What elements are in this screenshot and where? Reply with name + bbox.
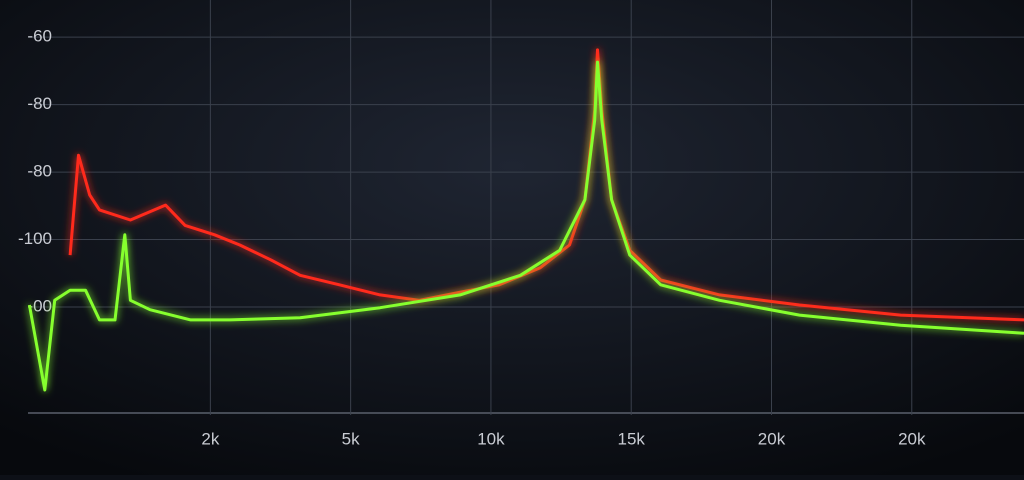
x-tick-label: 20k (758, 429, 786, 448)
x-tick-label: 10k (477, 429, 505, 448)
y-tick-label: -80 (27, 94, 52, 113)
x-tick-label: 15k (618, 429, 646, 448)
x-tick-label: 5k (342, 429, 360, 448)
x-tick-label: 2k (201, 429, 219, 448)
y-tick-label: -100 (18, 229, 52, 248)
y-tick-label: -00 (27, 297, 52, 316)
x-tick-label: 20k (898, 429, 926, 448)
y-tick-label: -80 (27, 162, 52, 181)
y-tick-label: -60 (27, 27, 52, 46)
series-line (68, 48, 1024, 322)
series-line (27, 60, 1024, 392)
